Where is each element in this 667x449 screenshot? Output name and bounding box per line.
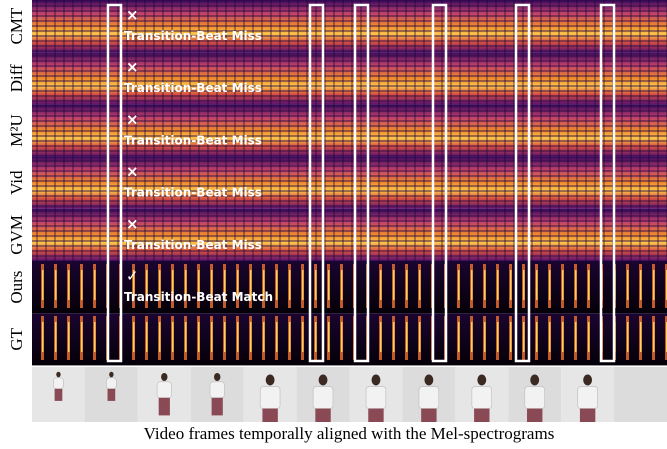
person-torso — [209, 381, 225, 399]
person-torso — [259, 386, 281, 409]
person-torso — [365, 386, 387, 409]
annotation: Transition-Beat Miss — [124, 133, 262, 147]
status-mark: ✓ — [126, 267, 139, 285]
person-legs — [315, 408, 331, 422]
row-label: Diff — [7, 64, 26, 92]
person-head — [56, 371, 61, 378]
person-legs — [211, 397, 223, 416]
person-torso — [524, 386, 545, 409]
caption: Video frames temporally aligned with the… — [144, 424, 555, 443]
highlight-box — [308, 3, 325, 363]
status-mark: × — [126, 215, 139, 233]
person-torso — [418, 386, 440, 409]
person-head — [424, 374, 434, 386]
person-head — [265, 374, 275, 386]
row-label: GT — [7, 327, 26, 350]
annotation: Transition-Beat Miss — [124, 238, 262, 252]
person-head — [109, 371, 114, 378]
annotation: Transition-Beat Match — [124, 290, 273, 304]
spectrogram-texture — [32, 104, 667, 157]
person-torso — [577, 386, 598, 409]
row-label: GVM — [7, 215, 26, 255]
row-label: CMT — [7, 7, 26, 44]
person-legs — [474, 408, 490, 422]
highlight-box — [431, 3, 448, 363]
person-legs — [527, 408, 543, 422]
person-torso — [471, 386, 492, 409]
person-torso — [156, 381, 172, 399]
person-legs — [368, 408, 384, 422]
row-label: Vid — [7, 170, 26, 195]
spectrogram-texture — [32, 156, 667, 209]
spectrogram-beats — [32, 261, 667, 314]
annotation: Transition-Beat Miss — [124, 186, 262, 200]
person-torso — [312, 386, 334, 409]
person-legs — [107, 388, 116, 401]
spectrogram-texture — [32, 208, 667, 261]
annotation: Transition-Beat Miss — [124, 29, 262, 43]
highlight-box — [353, 3, 370, 363]
person-legs — [262, 408, 278, 422]
person-legs — [158, 397, 170, 416]
spectrogram-texture — [32, 0, 667, 53]
person-head — [583, 374, 593, 386]
status-mark: × — [126, 58, 139, 76]
person-torso — [53, 377, 64, 390]
row-label: Ours — [7, 271, 26, 304]
person-head — [371, 374, 381, 386]
status-mark: × — [126, 6, 139, 24]
spectrogram-beats — [32, 313, 667, 366]
highlight-box — [514, 3, 531, 363]
person-head — [318, 374, 328, 386]
spectrogram-texture — [32, 52, 667, 105]
annotation: Transition-Beat Miss — [124, 81, 262, 95]
person-head — [161, 373, 168, 381]
status-mark: × — [126, 163, 139, 181]
person-legs — [421, 408, 437, 422]
highlight-box — [106, 3, 123, 363]
person-legs — [54, 388, 63, 401]
row-label: M²U — [7, 114, 26, 147]
video-frame — [614, 367, 667, 422]
status-mark: × — [126, 110, 139, 128]
person-torso — [106, 377, 117, 390]
person-legs — [579, 408, 596, 422]
highlight-box — [599, 3, 616, 363]
person-head — [214, 373, 221, 381]
person-head — [530, 374, 540, 386]
person-head — [477, 374, 487, 386]
